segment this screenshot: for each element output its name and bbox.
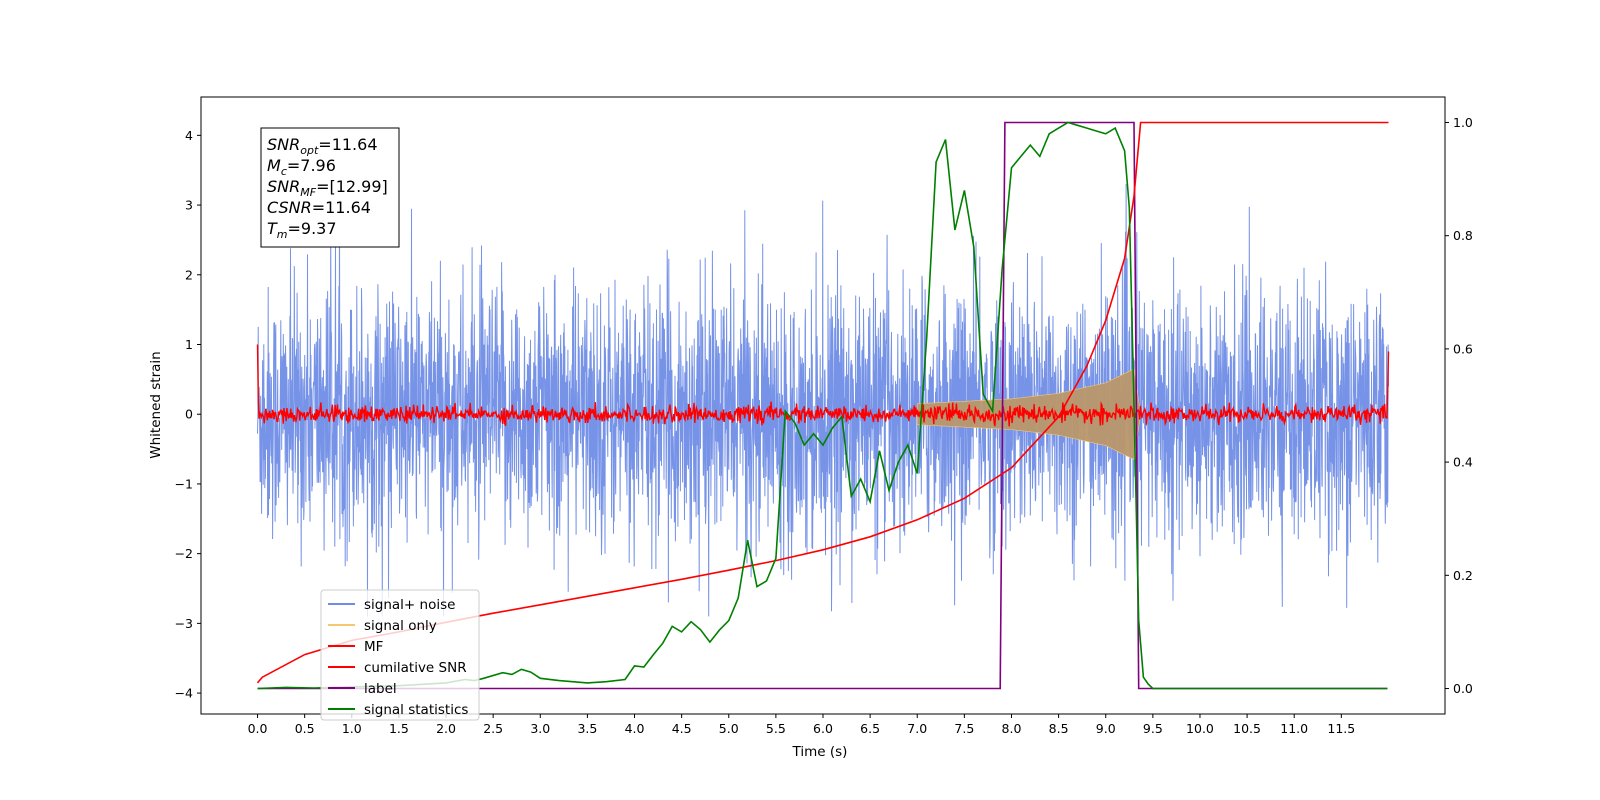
x-tick-label: 9.0 — [1096, 721, 1116, 736]
y2-tick-label: 1.0 — [1453, 115, 1473, 130]
x-tick-label: 10.0 — [1186, 721, 1214, 736]
x-tick-label: 4.0 — [625, 721, 645, 736]
y2-tick-label: 0.8 — [1453, 228, 1473, 243]
x-tick-label: 11.5 — [1327, 721, 1355, 736]
y2-tick-label: 0.0 — [1453, 681, 1473, 696]
x-tick-label: 7.0 — [907, 721, 927, 736]
x-tick-label: 2.5 — [483, 721, 503, 736]
legend-label: signal+ noise — [364, 597, 455, 613]
legend: signal+ noise signal only MF cumilative SNR… — [320, 589, 480, 721]
y-tick-label: 2 — [185, 267, 193, 282]
y-tick-label: 0 — [185, 407, 193, 422]
y2-tick-label: 0.4 — [1453, 455, 1473, 470]
y2-tick-label: 0.6 — [1453, 341, 1473, 356]
legend-label: label — [364, 681, 397, 697]
y-axis-left: −4 −3 −2 −1 0 1 2 3 4 — [175, 128, 201, 701]
legend-frame — [320, 589, 480, 721]
x-tick-label: 3.5 — [577, 721, 597, 736]
x-tick-label: 4.5 — [672, 721, 692, 736]
legend-label: MF — [364, 639, 383, 655]
x-tick-label: 6.5 — [860, 721, 880, 736]
x-tick-label: 8.0 — [1002, 721, 1022, 736]
x-tick-label: 0.5 — [295, 721, 315, 736]
y-tick-label: 3 — [185, 198, 193, 213]
annotation-line: SNRopt=11.64 — [267, 135, 378, 157]
legend-label: signal statistics — [364, 702, 468, 718]
y2-tick-label: 0.2 — [1453, 568, 1473, 583]
series-signal-statistics — [257, 121, 1388, 690]
y-tick-label: −1 — [175, 476, 193, 491]
plot-area — [256, 121, 1390, 690]
annotation-frame — [260, 127, 400, 248]
x-axis-label: Time (s) — [792, 744, 848, 760]
x-tick-label: 0.0 — [248, 721, 268, 736]
annotation-line: SNRMF=[12.99] — [267, 177, 388, 199]
annotation-line: Mc=7.96 — [267, 156, 336, 178]
y-tick-label: 1 — [185, 337, 193, 352]
legend-label: signal only — [364, 618, 437, 634]
x-tick-label: 5.0 — [719, 721, 739, 736]
x-tick-label: 3.0 — [530, 721, 550, 736]
x-tick-label: 1.5 — [389, 721, 409, 736]
annotation-line: CSNR=11.64 — [267, 198, 371, 217]
x-tick-label: 9.5 — [1143, 721, 1163, 736]
x-tick-label: 11.0 — [1280, 721, 1308, 736]
x-tick-label: 2.0 — [436, 721, 456, 736]
x-axis: 0.0 0.5 1.0 1.5 2.0 2.5 3.0 3.5 4.0 4.5 5.0 5.5 6.0 6… — [248, 714, 1355, 736]
y-tick-label: −3 — [175, 616, 193, 631]
x-tick-label: 8.5 — [1049, 721, 1069, 736]
y-axis-right: 0.0 0.2 0.4 0.6 0.8 1.0 — [1445, 115, 1473, 696]
y-tick-label: −2 — [175, 546, 193, 561]
series-mf — [256, 344, 1390, 427]
x-tick-label: 5.5 — [766, 721, 786, 736]
x-tick-label: 6.0 — [813, 721, 833, 736]
legend-label: cumilative SNR — [364, 660, 467, 676]
y-tick-label: 4 — [185, 128, 193, 143]
annotation-box: SNRopt=11.64Mc=7.96SNRMF=[12.99]CSNR=11.… — [260, 127, 400, 248]
y-axis-label: Whitened strain — [148, 351, 164, 458]
x-tick-label: 7.5 — [954, 721, 974, 736]
annotation-line: Tm=9.37 — [267, 219, 337, 241]
x-tick-label: 1.0 — [342, 721, 362, 736]
y-tick-label: −4 — [175, 686, 193, 701]
x-tick-label: 10.5 — [1233, 721, 1261, 736]
